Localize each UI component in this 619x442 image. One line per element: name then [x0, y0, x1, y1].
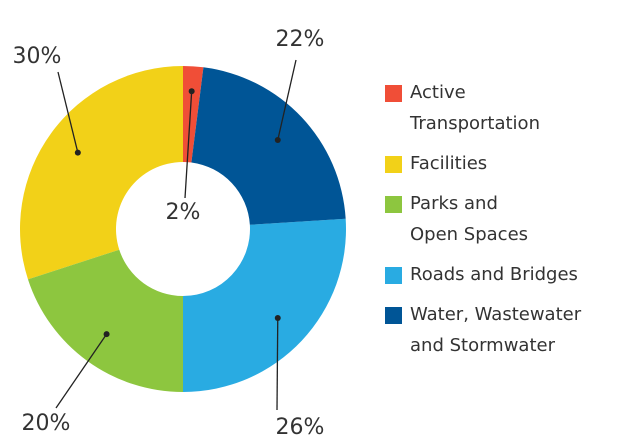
legend-swatch — [385, 267, 402, 284]
legend-swatch — [385, 156, 402, 173]
leader-dot — [103, 331, 110, 338]
legend-label: Facilities — [410, 153, 488, 174]
legend: Active Transportation Facilities Parks and… — [385, 82, 619, 375]
legend-swatch — [385, 307, 402, 324]
leader-line — [57, 71, 79, 153]
value-label: 26% — [276, 415, 325, 440]
donut-slice — [27, 249, 184, 392]
leader-dot — [188, 88, 195, 95]
legend-label: Active Transportation — [410, 82, 540, 134]
legend-label: Water, Wastewater and Stormwater — [410, 304, 582, 356]
legend-swatch — [385, 85, 402, 102]
legend-item: Roads and Bridges — [385, 264, 619, 290]
legend-swatch — [385, 196, 402, 213]
leader-line — [55, 333, 108, 409]
leader-dot — [274, 137, 281, 144]
leader-line — [277, 59, 297, 141]
legend-item: Parks and Open Spaces — [385, 193, 619, 250]
legend-item: Water, Wastewater and Stormwater — [385, 304, 619, 361]
leader-line — [276, 317, 279, 411]
leader-line — [184, 91, 193, 199]
donut-slice — [191, 67, 346, 225]
leader-dot — [274, 314, 281, 321]
legend-item: Facilities — [385, 153, 619, 179]
donut-slice — [19, 66, 184, 280]
value-label: 30% — [13, 44, 62, 69]
value-label: 20% — [22, 411, 71, 436]
legend-item: Active Transportation — [385, 82, 619, 139]
legend-label: Roads and Bridges — [410, 264, 578, 285]
donut-slice — [183, 218, 346, 392]
legend-label: Parks and Open Spaces — [410, 193, 529, 245]
value-label: 22% — [276, 27, 325, 52]
value-label: 2% — [166, 200, 201, 225]
leader-dot — [74, 149, 81, 156]
